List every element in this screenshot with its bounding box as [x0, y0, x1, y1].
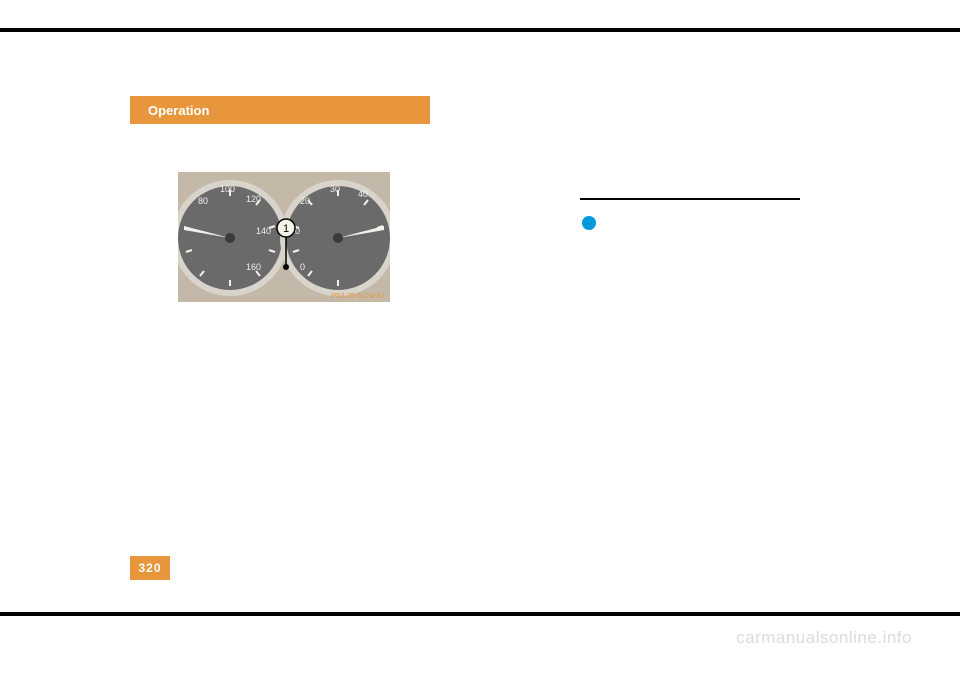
left-label-120: 120: [246, 194, 261, 204]
right-label-30: 30: [330, 184, 340, 194]
note-divider: [580, 198, 800, 200]
top-rule: [0, 28, 960, 32]
gauge-cluster-illustration: 80 100 120 140 160 40 30 20 10 0 1 P54.2…: [178, 172, 390, 302]
right-label-20: 20: [300, 196, 310, 206]
callout-dot: [283, 264, 289, 270]
page-number: 320: [138, 561, 161, 575]
section-header: Operation: [130, 96, 430, 124]
left-label-80: 80: [198, 196, 208, 206]
image-ref-code: P54.25-5124-31: [331, 291, 385, 300]
page-number-badge: 320: [130, 556, 170, 580]
watermark: carmanualsonline.info: [736, 628, 912, 648]
bottom-rule: [0, 612, 960, 616]
left-hub: [225, 233, 235, 243]
right-hub: [333, 233, 343, 243]
right-label-0: 0: [300, 262, 305, 272]
left-label-100: 100: [220, 184, 235, 194]
section-header-label: Operation: [148, 103, 209, 118]
left-label-140: 140: [256, 226, 271, 236]
right-label-40: 40: [358, 189, 368, 199]
left-label-160: 160: [246, 262, 261, 272]
info-bullet-icon: [582, 216, 596, 230]
callout-number: 1: [283, 223, 289, 235]
